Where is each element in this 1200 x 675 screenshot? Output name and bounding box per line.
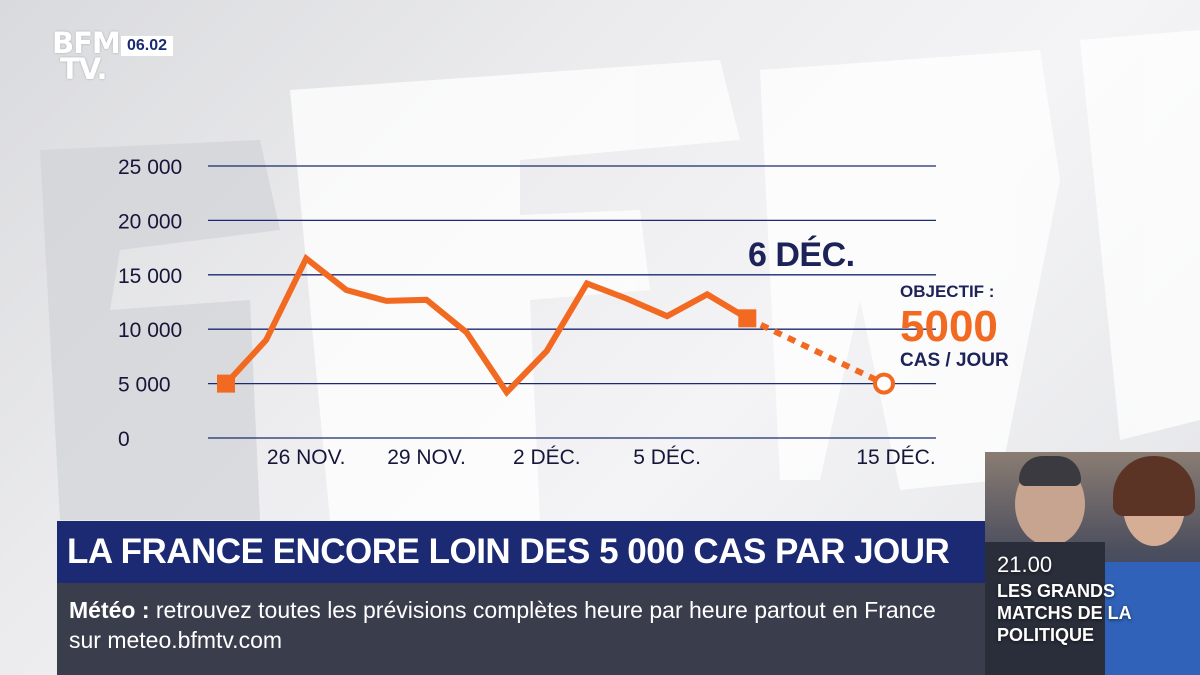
- objective-label: OBJECTIF :: [900, 282, 995, 301]
- x-tick-label: 29 NOV.: [387, 446, 466, 469]
- y-tick-label: 0: [118, 428, 130, 451]
- x-tick-label: 26 NOV.: [267, 446, 346, 469]
- person-left-suit: [985, 542, 1105, 675]
- chart-lines: [223, 253, 886, 398]
- target-marker: [873, 372, 895, 395]
- y-tick-label: 25 000: [118, 156, 182, 179]
- program-promo: 21.00 LES GRANDS MATCHS DE LA POLITIQUE: [985, 452, 1200, 675]
- news-ticker: Météo : retrouvez toutes les prévisions …: [57, 583, 985, 675]
- objective-value: 5000: [900, 302, 998, 351]
- start-marker: [217, 374, 235, 393]
- cases-line-chart: 25 000 20 000 15 000 10 000 5 000 0 26 NOV. 29…: [118, 156, 936, 469]
- y-tick-label: 5 000: [118, 374, 171, 397]
- x-tick-label: 2 DÉC.: [513, 446, 581, 469]
- x-tick-label: 15 DÉC.: [856, 446, 935, 469]
- person-right-top: [1105, 562, 1200, 675]
- series-line-solid: [223, 253, 749, 398]
- logo-line-2: TV.: [60, 52, 108, 86]
- y-axis-ticks: 25 000 20 000 15 000 10 000 5 000 0: [118, 156, 182, 451]
- promo-time: 21.00: [997, 552, 1053, 577]
- x-tick-label: 5 DÉC.: [633, 446, 701, 469]
- objective-unit: CAS / JOUR: [900, 350, 1009, 371]
- ticker-label: Météo :: [69, 597, 150, 623]
- y-tick-label: 20 000: [118, 210, 182, 233]
- chart-markers: [217, 309, 895, 395]
- person-left-hair: [1019, 456, 1081, 486]
- x-axis-ticks: 26 NOV. 29 NOV. 2 DÉC. 5 DÉC. 15 DÉC.: [267, 446, 936, 469]
- series-line-projection: [746, 315, 886, 387]
- clock: 06.02: [121, 36, 174, 56]
- person-right-hair: [1113, 456, 1195, 516]
- annotation-date: 6 DÉC.: [748, 236, 855, 274]
- headline-banner: LA FRANCE ENCORE LOIN DES 5 000 CAS PAR …: [57, 521, 985, 583]
- ticker-text: retrouvez toutes les prévisions complète…: [69, 597, 936, 653]
- chart-grid: [208, 165, 936, 439]
- y-tick-label: 15 000: [118, 265, 182, 288]
- logo-line-1: BFM: [52, 26, 121, 60]
- y-tick-label: 10 000: [118, 319, 182, 342]
- bfmtv-logo: BFM TV.: [52, 26, 121, 86]
- last-data-marker: [738, 309, 757, 328]
- objective-box: OBJECTIF : 5000 CAS / JOUR: [900, 282, 1040, 372]
- promo-title: LES GRANDS MATCHS DE LA POLITIQUE: [997, 581, 1131, 645]
